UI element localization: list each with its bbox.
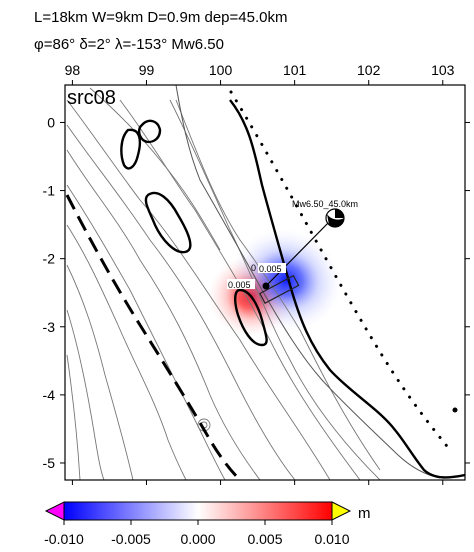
colorbar-ticks: -0.010 -0.005 0.000 0.005 0.010	[44, 520, 350, 547]
y-axis-ticks: 0 -1 -2 -3 -4 -5	[43, 114, 470, 471]
colorbar-tick-label: 0.000	[180, 531, 215, 547]
small-marker	[452, 407, 458, 413]
y-tick-label: -5	[43, 455, 56, 471]
x-tick-label: 101	[283, 62, 307, 78]
x-tick-label: 103	[431, 62, 455, 78]
coastline	[175, 85, 441, 479]
thick-contours	[120, 99, 465, 479]
x-tick-label: 99	[139, 62, 155, 78]
y-tick-label: -2	[43, 251, 56, 267]
source-connector-line	[265, 217, 334, 287]
y-tick-label: -4	[43, 387, 56, 403]
contour-label-3: 0	[251, 263, 256, 273]
y-tick-label: 0	[47, 114, 55, 130]
colorbar-tick-label: -0.010	[44, 531, 84, 547]
x-axis-ticks: 98 99 100 101 102 103	[65, 62, 455, 485]
panel-label: src08	[67, 87, 116, 109]
map-frame	[64, 84, 466, 481]
colorbar-gradient	[63, 501, 333, 521]
beachball-icon	[325, 208, 345, 228]
colorbar-tick-label: 0.010	[314, 531, 349, 547]
colorbar: -0.010 -0.005 0.000 0.005 0.010 m	[44, 501, 371, 547]
colorbar-over-triangle	[331, 501, 352, 521]
title-line-1: L=18km W=9km D=0.9m dep=45.0km	[34, 9, 288, 26]
x-tick-label: 102	[357, 62, 381, 78]
map-content: Mw6.50_45.0km 0.005 0.005 0	[65, 85, 465, 480]
colorbar-unit: m	[358, 505, 371, 522]
colorbar-tick-label: 0.005	[247, 531, 282, 547]
source-label: Mw6.50_45.0km	[292, 199, 358, 209]
epicenter-marker	[262, 282, 270, 290]
title-line-2: φ=86° δ=2° λ=-153° Mw6.50	[34, 36, 224, 53]
contour-label-box-2: 0.005	[258, 263, 286, 274]
y-tick-label: -1	[43, 183, 56, 199]
colorbar-under-triangle	[44, 501, 65, 521]
colorbar-tick-label: -0.005	[111, 531, 151, 547]
contour-label-box-1: 0.005	[227, 279, 255, 290]
x-tick-label: 100	[209, 62, 233, 78]
dotted-boundary	[229, 90, 452, 452]
contour-label-1: 0.005	[228, 280, 251, 290]
trench-dashed-line	[65, 194, 242, 480]
bathymetry-contours	[66, 87, 381, 480]
x-tick-label: 98	[65, 62, 81, 78]
y-tick-label: -3	[43, 319, 56, 335]
contour-label-2: 0.005	[259, 264, 282, 274]
rupture-rectangle	[259, 274, 300, 305]
